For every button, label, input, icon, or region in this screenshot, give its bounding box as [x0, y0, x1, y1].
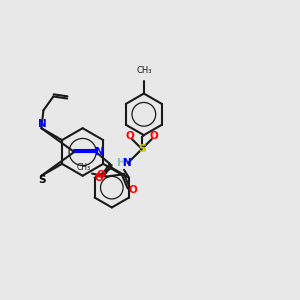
- Text: N: N: [95, 147, 105, 157]
- Text: O: O: [94, 173, 103, 183]
- Text: CH₃: CH₃: [136, 66, 152, 75]
- Text: O: O: [128, 185, 137, 195]
- Text: N: N: [123, 158, 131, 168]
- Text: S: S: [39, 175, 46, 185]
- Text: O: O: [96, 169, 105, 180]
- Text: O: O: [149, 131, 158, 141]
- Text: CH₃: CH₃: [77, 163, 91, 172]
- Text: O: O: [126, 131, 134, 141]
- Text: H: H: [117, 158, 125, 168]
- Text: S: S: [138, 144, 146, 154]
- Text: N: N: [38, 119, 47, 129]
